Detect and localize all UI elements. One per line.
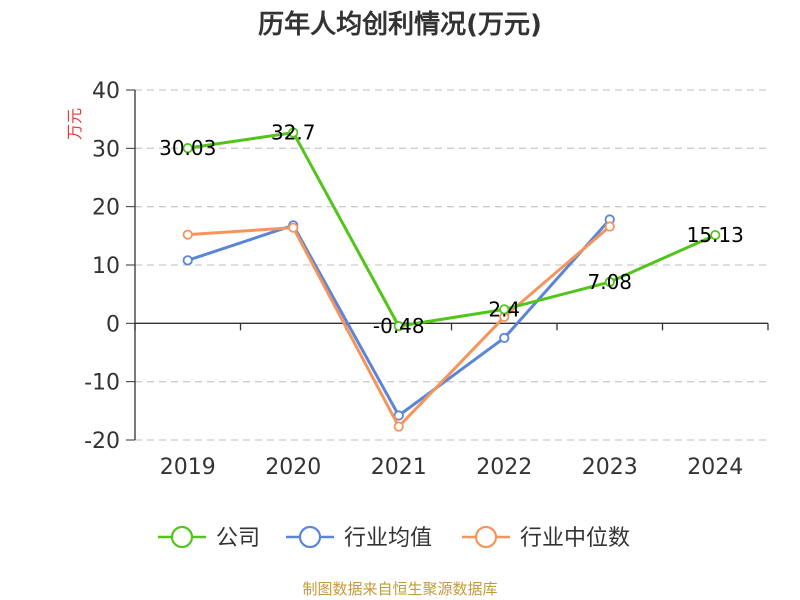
x-tick-label-2019: 2019: [160, 455, 216, 480]
data-point-行业中位数-2019: [182, 229, 193, 240]
legend-marker-公司: [170, 525, 194, 549]
y-tick-label: 0: [106, 312, 120, 337]
y-tick-label: 10: [92, 254, 120, 279]
data-label-2024: 15.13: [687, 223, 744, 247]
x-tick-labels: 2019 2020 2021 2022 2023 2024: [160, 455, 744, 480]
legend-label-公司: 公司: [216, 526, 260, 551]
data-point-行业中位数-2023: [604, 221, 615, 232]
chart-title: 历年人均创利情况(万元): [258, 9, 542, 40]
data-label-2023: 7.08: [587, 270, 632, 294]
y-tick-label: -10: [84, 371, 120, 396]
series-lines: [182, 127, 721, 432]
data-point-公司-2019: [182, 143, 193, 154]
x-tick-label-2023: 2023: [582, 455, 638, 480]
data-point-行业中位数-2020: [288, 222, 299, 233]
legend-label-行业均值: 行业均值: [344, 526, 432, 551]
data-label-2019: 30.03: [159, 136, 216, 160]
data-point-公司-2021: [393, 321, 404, 332]
y-tick-label: -20: [84, 429, 120, 454]
y-tick-labels: 40 30 20 10 0 -10 -20: [84, 79, 120, 454]
data-label-2022: 2.4: [488, 297, 520, 321]
data-point-公司-2022: [499, 304, 510, 315]
data-point-行业中位数-2021: [393, 421, 404, 432]
series-line-公司: [187, 131, 716, 328]
x-tick-label-2021: 2021: [371, 455, 427, 480]
y-tick-label: 30: [92, 137, 120, 162]
legend-label-行业中位数: 行业中位数: [520, 526, 630, 551]
data-labels: 30.03 32.7 -0.48 2.4 7.08 15.13: [159, 121, 744, 339]
x-tick-label-2020: 2020: [265, 455, 321, 480]
y-tick-label: 40: [92, 79, 120, 104]
source-note: 制图数据来自恒生聚源数据库: [302, 580, 497, 598]
data-label-2021: -0.48: [373, 314, 425, 338]
gridlines: [126, 89, 768, 441]
data-point-公司-2024: [710, 229, 721, 241]
x-tick-label-2022: 2022: [476, 455, 532, 480]
legend: 公司 行业均值 行业中位数: [158, 525, 630, 551]
x-tick-label-2024: 2024: [687, 455, 743, 480]
data-point-公司-2023: [604, 276, 615, 288]
data-point-行业均值-2022: [499, 332, 510, 344]
data-point-公司-2020: [288, 127, 299, 138]
y-tick-label: 20: [92, 196, 120, 221]
y-axis-unit-label: 万元: [65, 108, 84, 140]
legend-marker-行业均值: [298, 525, 322, 549]
legend-marker-行业中位数: [474, 525, 498, 549]
data-label-2020: 32.7: [271, 121, 316, 145]
data-point-行业均值-2019: [182, 255, 193, 266]
